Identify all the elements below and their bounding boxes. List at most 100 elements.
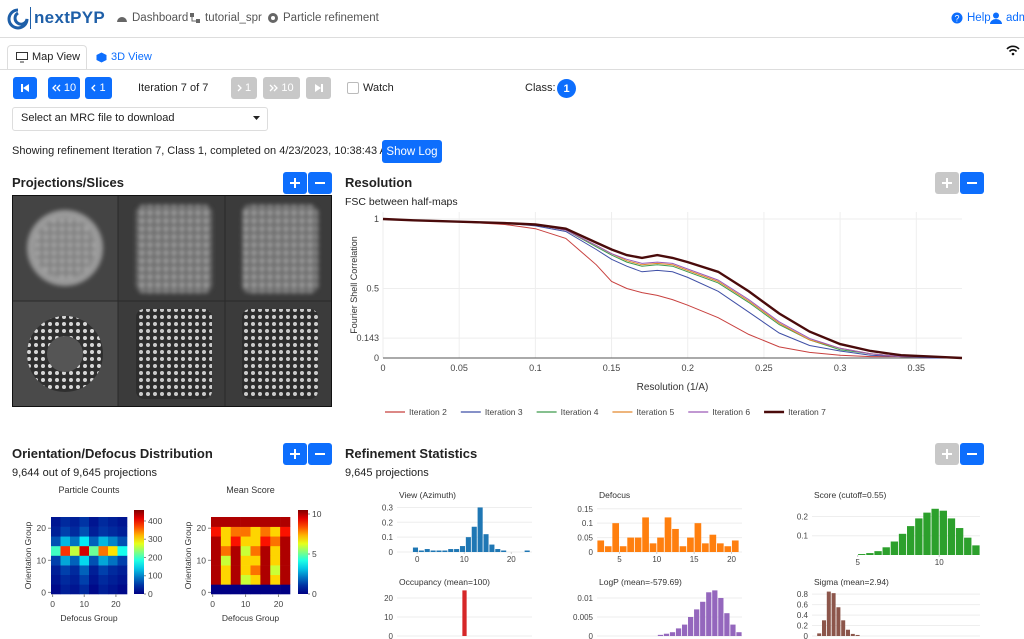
histogram-bar — [489, 544, 495, 552]
heatmap-cell — [240, 526, 251, 537]
y-tick-label: 10 — [384, 613, 393, 622]
histogram-bar — [702, 543, 709, 552]
y-tick-label: 0.01 — [577, 594, 593, 603]
y-tick-label: 0.2 — [382, 518, 394, 527]
histogram-bar — [817, 633, 822, 636]
heatmap-cell — [211, 545, 222, 556]
zoom-in[interactable] — [283, 443, 307, 465]
zoom-out[interactable] — [308, 443, 332, 465]
heatmap-cell — [220, 565, 232, 576]
zoom-in[interactable] — [935, 172, 959, 194]
heatmap-cell — [98, 526, 109, 537]
section-title: Orientation/Defocus Distribution — [12, 446, 213, 461]
fwd-10-button[interactable]: 10 — [263, 77, 300, 99]
legend-label: Iteration 6 — [712, 407, 750, 417]
show-log-button[interactable]: Show Log — [382, 140, 442, 163]
histogram-bar — [657, 537, 664, 552]
y-tick-label: 20 — [384, 594, 393, 603]
fsc-line — [382, 218, 963, 359]
x-tick-label: 15 — [690, 555, 699, 564]
icon — [967, 182, 977, 184]
y-tick-label: 0 — [389, 548, 394, 557]
section-title: Projections/Slices — [12, 175, 124, 190]
button-label: 1 — [244, 82, 252, 94]
zoom-out[interactable] — [960, 443, 984, 465]
back-10-button[interactable]: 10 — [48, 77, 80, 99]
download-select[interactable] — [12, 107, 268, 131]
x-tick-label: 20 — [274, 599, 284, 609]
button-label: 10 — [63, 82, 77, 94]
y-tick-label: 0.1 — [382, 533, 394, 542]
y-tick-label: 0.05 — [577, 534, 593, 543]
tab[interactable]: Map View — [16, 51, 80, 63]
heatmap-cell — [270, 565, 281, 576]
histogram-bar — [907, 526, 915, 555]
section-subtitle: 9,645 projections — [345, 467, 429, 479]
button-label: 10 — [281, 82, 294, 94]
x-tick-label: 0 — [50, 599, 55, 609]
help-link[interactable]: ? Help — [951, 12, 991, 24]
heatmap-cell — [98, 545, 109, 556]
tab[interactable]: 3D View — [96, 51, 152, 63]
x-tick-label: 20 — [507, 555, 516, 564]
fsc-line — [382, 218, 963, 359]
heatmap-cell — [280, 545, 291, 556]
y-tick-label: 0 — [374, 353, 379, 363]
tab-active[interactable] — [7, 45, 87, 70]
nav-link[interactable]: Particle refinement — [267, 12, 379, 24]
heatmap-cell — [108, 545, 118, 556]
heatmap-cell — [108, 584, 118, 595]
zoom-out[interactable] — [960, 172, 984, 194]
last-button[interactable] — [306, 77, 331, 99]
y-tick-label: 10 — [37, 555, 47, 565]
brand[interactable]: nextPYP — [34, 8, 106, 27]
colorbar-tick-label: 300 — [148, 534, 162, 544]
heatmap-cell — [280, 574, 291, 585]
heatmap-cell — [117, 545, 128, 556]
heatmap-cell — [280, 555, 291, 566]
legend-label: Iteration 7 — [788, 407, 826, 417]
histogram-bar — [597, 540, 605, 552]
heatmap-cell — [79, 545, 90, 556]
y-tick-label: 0 — [589, 632, 594, 639]
section-title: Refinement Statistics — [345, 446, 478, 461]
heatmap-cell — [280, 565, 291, 576]
histogram-bar — [866, 553, 874, 555]
icon — [16, 51, 28, 62]
legend-label: Iteration 2 — [409, 407, 447, 417]
legend-label: Iteration 3 — [485, 407, 523, 417]
heatmap-cell — [89, 545, 99, 556]
heatmap-cell — [220, 526, 232, 537]
zoom-out[interactable] — [308, 172, 332, 194]
nav-link[interactable]: tutorial_spr — [189, 12, 262, 24]
y-tick-label: 0.1 — [797, 532, 809, 541]
back-1-button[interactable]: 1 — [85, 77, 112, 99]
histogram-bar — [858, 554, 866, 555]
class-badge[interactable]: 1 — [557, 79, 576, 98]
fsc-line — [382, 218, 962, 359]
heatmap-cell — [70, 584, 80, 595]
histogram-bar — [462, 590, 467, 636]
histogram-bar — [716, 543, 724, 552]
histogram-bar — [442, 550, 448, 552]
heatmap-cell — [51, 584, 61, 595]
zoom-in[interactable] — [283, 172, 307, 194]
histogram-bar — [483, 534, 489, 552]
heatmap-cell — [117, 536, 128, 547]
fwd-1-button[interactable]: 1 — [231, 77, 257, 99]
x-tick-label: 0 — [380, 363, 385, 373]
nav-link[interactable]: Dashboard — [116, 12, 188, 24]
user-menu[interactable]: admi — [990, 12, 1024, 24]
histogram-bar — [495, 549, 501, 552]
y-tick-label: 10 — [197, 555, 207, 565]
fsc-line — [382, 218, 962, 359]
histogram-bar — [955, 528, 964, 555]
zoom-in[interactable] — [935, 443, 959, 465]
heatmap-cell — [79, 555, 90, 566]
heatmap-cell — [230, 545, 241, 556]
heatmap-cell — [220, 584, 232, 595]
first-button[interactable] — [13, 77, 37, 99]
colorbar-tick-label: 10 — [312, 509, 322, 519]
heatmap-cell — [270, 536, 281, 547]
watch-checkbox[interactable] — [347, 82, 359, 94]
